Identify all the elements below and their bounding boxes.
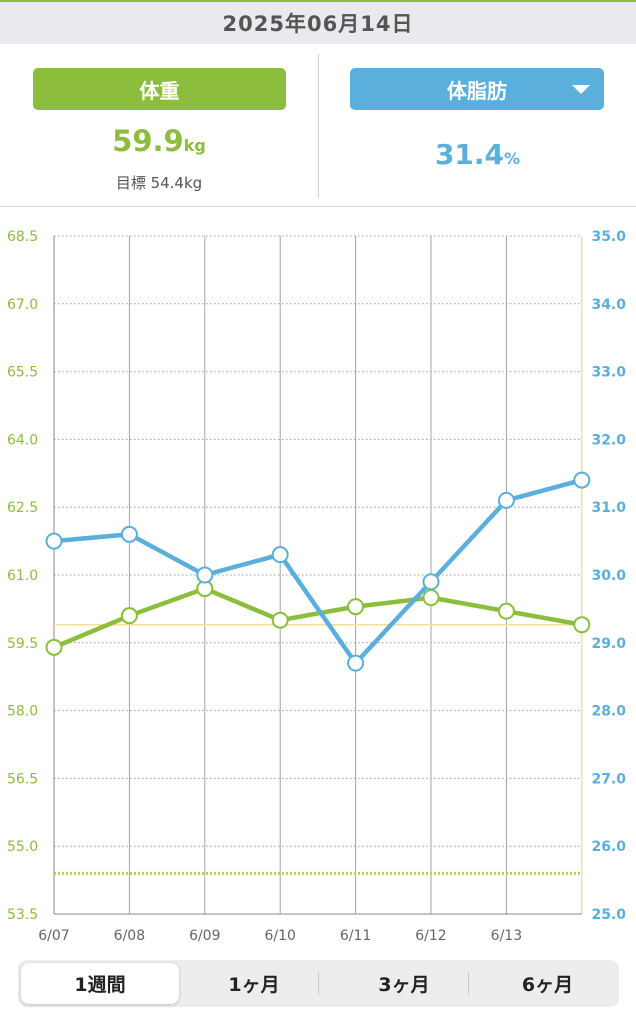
tab-1-month[interactable]: 1ヶ月 <box>179 963 329 1004</box>
fat-point <box>573 471 591 489</box>
date-text: 2025年06月14日 <box>222 12 414 36</box>
weight-point <box>497 602 515 620</box>
fat-value: 31.4% <box>319 138 636 171</box>
left-tick-label: 59.5 <box>7 636 38 652</box>
x-tick-label: 6/12 <box>415 928 446 944</box>
right-tick-label: 34.0 <box>591 297 626 313</box>
weight-point <box>45 638 63 656</box>
tab-3-months-label: 3ヶ月 <box>378 974 430 996</box>
weight-panel: 体重 59.9kg 目標 54.4kg <box>0 44 318 206</box>
weight-target: 目標 54.4kg <box>115 174 203 192</box>
header-separator <box>0 206 636 207</box>
top-accent-line <box>0 0 636 2</box>
fat-number: 31.4 <box>434 138 505 171</box>
left-tick-label: 64.0 <box>7 432 38 448</box>
fat-point <box>497 491 515 509</box>
weight-button-label: 体重 <box>139 78 180 103</box>
right-tick-label: 26.0 <box>591 839 626 855</box>
x-tick-label: 6/10 <box>264 928 295 944</box>
tab-1-week[interactable]: 1週間 <box>21 963 179 1004</box>
tab-6-months-label: 6ヶ月 <box>521 974 574 996</box>
x-tick-label: 6/09 <box>189 928 220 944</box>
left-tick-label: 67.0 <box>7 297 38 313</box>
right-tick-label: 35.0 <box>591 229 626 245</box>
date-header: 2025年06月14日 <box>0 2 636 44</box>
left-tick-label: 62.5 <box>7 500 38 516</box>
left-tick-label: 53.5 <box>7 907 38 923</box>
left-tick-label: 56.5 <box>7 771 38 787</box>
right-tick-label: 29.0 <box>591 636 626 652</box>
tab-separator <box>318 972 319 995</box>
left-tick-label: 65.5 <box>7 365 38 381</box>
right-tick-label: 25.0 <box>591 907 626 923</box>
weight-point <box>271 611 289 629</box>
fat-panel: 体脂肪 31.4% <box>319 44 636 206</box>
weight-point <box>422 589 440 607</box>
fat-series-line <box>51 477 585 666</box>
x-tick-label: 6/11 <box>340 928 371 944</box>
tab-3-months[interactable]: 3ヶ月 <box>329 963 479 1004</box>
weight-unit: kg <box>183 136 206 155</box>
right-tick-label: 31.0 <box>591 500 626 516</box>
fat-point <box>196 566 214 584</box>
weight-series-line <box>51 586 585 650</box>
x-tick-label: 6/13 <box>491 928 522 944</box>
tab-1-month-label: 1ヶ月 <box>228 974 280 996</box>
weight-value: 59.9kg <box>0 124 318 158</box>
weight-button[interactable]: 体重 <box>33 68 286 110</box>
right-tick-label: 32.0 <box>591 432 626 448</box>
fat-point <box>45 532 63 550</box>
right-tick-label: 33.0 <box>591 365 626 381</box>
panel-divider <box>318 54 319 198</box>
weight-fat-chart: 68.5 67.0 65.5 64.0 62.5 61.0 59.5 58.0 56.5 55.0… <box>7 229 626 944</box>
fat-point <box>120 525 138 543</box>
weight-point <box>347 598 365 616</box>
left-tick-label: 61.0 <box>7 568 38 584</box>
chevron-down-icon <box>572 85 590 94</box>
fat-point <box>271 546 289 564</box>
right-tick-label: 28.0 <box>591 704 626 720</box>
fat-unit: % <box>504 149 521 168</box>
fat-selector-button[interactable]: 体脂肪 <box>350 68 604 110</box>
fat-point <box>422 573 440 591</box>
right-tick-label: 27.0 <box>591 771 626 787</box>
left-tick-label: 55.0 <box>7 839 38 855</box>
weight-point <box>120 607 138 625</box>
x-tick-label: 6/08 <box>114 928 145 944</box>
x-tick-label: 6/07 <box>38 928 69 944</box>
left-tick-label: 68.5 <box>7 229 38 245</box>
tab-separator <box>468 972 469 995</box>
fat-point <box>347 654 365 672</box>
period-selector: 1週間 1ヶ月 3ヶ月 6ヶ月 <box>18 960 619 1007</box>
right-tick-label: 30.0 <box>591 568 626 584</box>
tab-1-week-label: 1週間 <box>74 974 126 996</box>
fat-button-label: 体脂肪 <box>447 78 507 103</box>
weight-number: 59.9 <box>112 124 184 158</box>
left-tick-label: 58.0 <box>7 704 38 720</box>
weight-point <box>573 616 591 634</box>
tab-6-months[interactable]: 6ヶ月 <box>479 963 616 1004</box>
